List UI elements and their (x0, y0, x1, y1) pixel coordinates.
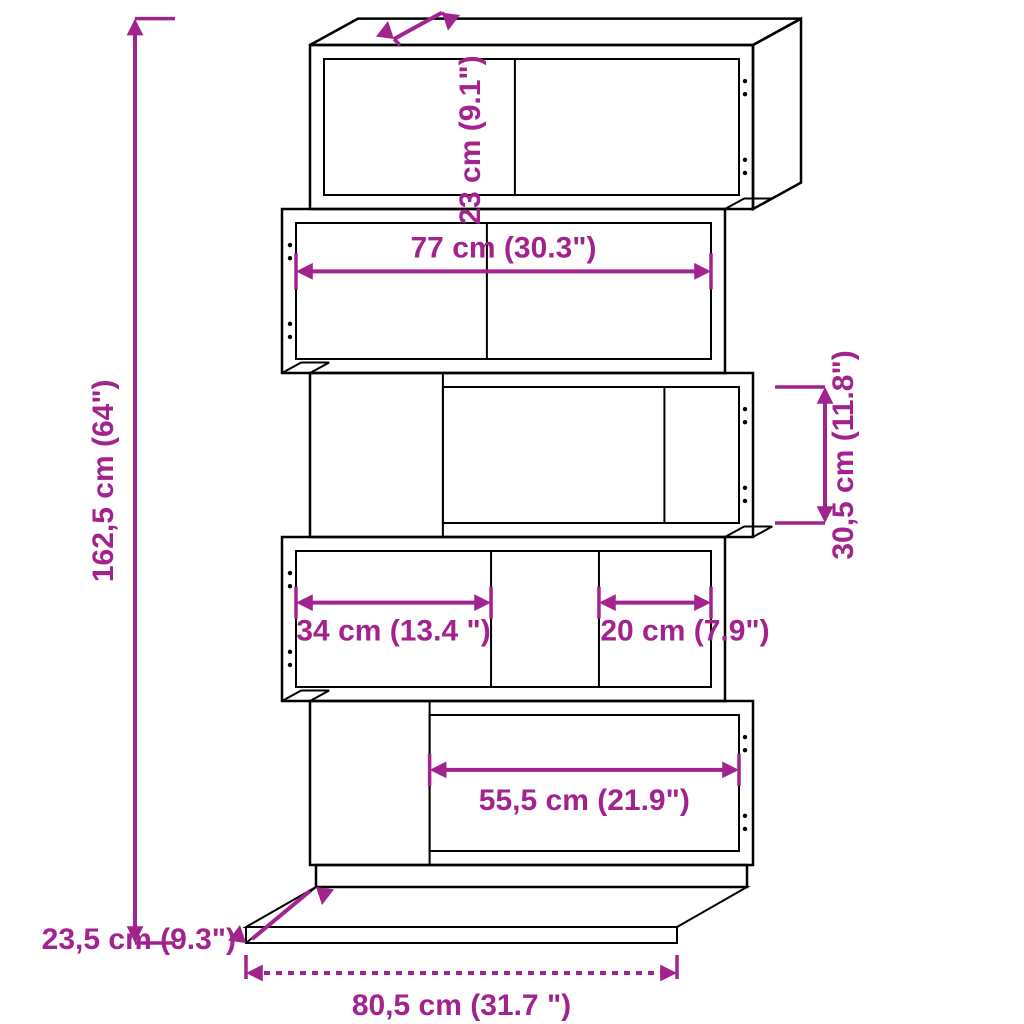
dimension-annotations: 162,5 cm (64") 23 cm (9.1") 77 cm (30.3") 3… (42, 13, 860, 1022)
svg-text:80,5 cm (31.7 "): 80,5 cm (31.7 ") (352, 989, 571, 1022)
svg-text:23 cm (9.1"): 23 cm (9.1") (454, 55, 487, 224)
svg-text:55,5 cm (21.9"): 55,5 cm (21.9") (479, 784, 690, 817)
svg-text:23,5 cm (9.3"): 23,5 cm (9.3") (42, 923, 236, 956)
svg-text:30,5 cm (11.8"): 30,5 cm (11.8") (827, 350, 860, 559)
svg-text:77 cm (30.3"): 77 cm (30.3") (411, 231, 597, 264)
svg-text:20 cm (7.9"): 20 cm (7.9") (600, 615, 769, 648)
svg-text:34 cm (13.4 "): 34 cm (13.4 ") (296, 615, 490, 648)
svg-text:162,5 cm (64"): 162,5 cm (64") (87, 379, 120, 582)
